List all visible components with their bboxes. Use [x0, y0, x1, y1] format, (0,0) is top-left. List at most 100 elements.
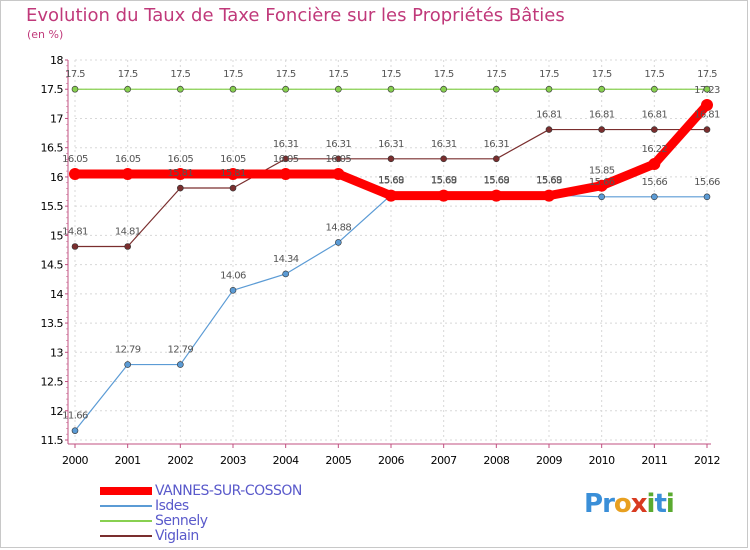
chart-title: Evolution du Taux de Taxe Foncière sur l…	[26, 5, 565, 26]
data-label: 14.81	[115, 226, 141, 237]
data-point	[440, 85, 447, 93]
data-point	[335, 85, 342, 93]
data-point	[124, 85, 131, 93]
data-point	[440, 155, 447, 163]
legend-swatch	[100, 520, 152, 522]
x-tick-label: 2000	[62, 454, 88, 467]
data-point	[177, 361, 184, 368]
legend-label: Viglain	[155, 528, 199, 544]
y-tick-label: 11.5	[41, 434, 64, 447]
data-label: 14.06	[220, 270, 246, 281]
y-tick-label: 15	[50, 229, 63, 242]
data-label: 17.5	[644, 69, 664, 80]
y-tick-label: 18	[50, 54, 63, 67]
data-label: 17.5	[118, 69, 138, 80]
data-point	[177, 184, 184, 192]
data-label: 12.79	[168, 345, 194, 356]
data-point	[124, 361, 131, 368]
data-label: 17.5	[381, 69, 401, 80]
data-point	[229, 184, 237, 192]
data-label: 15.66	[642, 177, 668, 188]
data-label: 16.31	[378, 139, 404, 150]
data-label: 16.05	[62, 154, 88, 165]
data-label: 16.05	[220, 154, 246, 165]
data-point	[651, 85, 658, 93]
y-tick-label: 16	[50, 171, 63, 184]
legend-swatch	[100, 535, 152, 537]
data-point	[227, 168, 239, 180]
x-tick-label: 2010	[589, 454, 615, 467]
data-label: 15.68	[378, 176, 404, 187]
logo-letter: x	[630, 489, 648, 519]
data-label: 17.5	[697, 69, 717, 80]
data-label: 11.66	[62, 411, 88, 422]
data-label: 17.5	[170, 69, 190, 80]
data-point	[598, 126, 605, 133]
data-point	[174, 168, 187, 180]
legend-swatch	[100, 505, 152, 507]
data-label: 16.31	[326, 139, 352, 150]
legend: VANNES-SUR-COSSON Isdes Sennely Viglain	[100, 483, 420, 544]
data-point	[279, 168, 292, 180]
data-point	[387, 85, 395, 93]
data-point	[282, 155, 289, 163]
data-label: 16.05	[115, 154, 141, 165]
x-tick-label: 2003	[220, 454, 246, 467]
data-label: 16.05	[273, 154, 299, 165]
data-point	[332, 168, 345, 180]
data-label: 15.69	[536, 175, 562, 186]
x-tick-label: 2001	[115, 454, 141, 467]
y-tick-label: 14.5	[41, 259, 64, 272]
data-point	[648, 158, 661, 171]
data-point	[545, 126, 553, 133]
data-point	[437, 189, 450, 202]
x-tick-label: 2012	[694, 454, 720, 467]
logo-letter: r	[602, 489, 615, 519]
x-tick-label: 2004	[273, 454, 299, 467]
legend-item: Isdes	[100, 498, 420, 514]
x-tick-label: 2005	[325, 454, 351, 467]
data-point	[71, 427, 79, 434]
data-label: 14.88	[326, 222, 352, 233]
data-label: 15.68	[431, 176, 457, 187]
data-label: 16.31	[431, 139, 457, 150]
data-label: 16.22	[642, 144, 668, 155]
data-label: 16.31	[484, 139, 510, 150]
x-tick-label: 2007	[431, 454, 457, 467]
data-point	[335, 239, 342, 246]
data-label: 15.69	[431, 175, 457, 186]
y-tick-label: 14	[50, 288, 63, 301]
y-tick-label: 12.5	[41, 376, 64, 389]
x-tick-label: 2006	[378, 454, 404, 467]
data-point	[598, 85, 605, 93]
data-label: 17.5	[65, 69, 85, 80]
data-label: 16.05	[168, 154, 194, 165]
data-point	[598, 193, 605, 201]
logo-letter: o	[613, 489, 632, 519]
data-point	[229, 85, 237, 93]
data-point	[385, 189, 397, 202]
data-label: 16.81	[642, 110, 668, 121]
data-point	[703, 126, 711, 133]
logo-letter: t	[654, 489, 666, 519]
legend-label: Sennely	[155, 513, 208, 529]
data-point	[703, 85, 711, 93]
data-label: 15.85	[589, 166, 615, 177]
data-point	[545, 85, 553, 93]
legend-item: Sennely	[100, 513, 420, 529]
data-label: 12.79	[115, 345, 141, 356]
data-point	[229, 287, 237, 294]
data-label: 15.66	[694, 177, 720, 188]
y-tick-label: 16.5	[41, 142, 64, 155]
data-label: 17.5	[486, 69, 506, 80]
data-point	[651, 193, 658, 201]
data-label: 17.5	[223, 69, 243, 80]
y-tick-label: 12	[50, 405, 63, 418]
data-point	[387, 155, 395, 163]
data-point	[71, 85, 79, 93]
data-label: 16.31	[273, 139, 299, 150]
data-label: 16.81	[589, 110, 615, 121]
y-tick-label: 15.5	[41, 200, 64, 213]
data-label: 17.23	[694, 85, 720, 96]
